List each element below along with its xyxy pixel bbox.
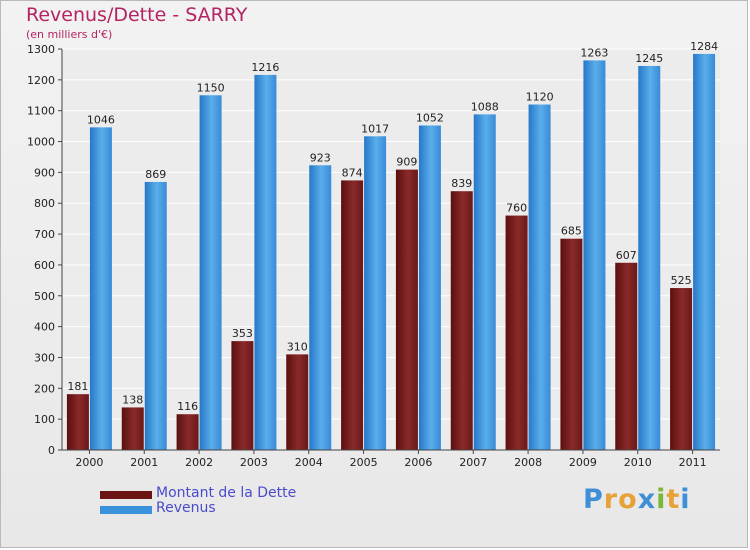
- x-tick-label: 2011: [679, 456, 707, 469]
- y-tick-label: 800: [34, 197, 55, 210]
- data-label-dette: 116: [177, 400, 198, 413]
- legend-swatch-dette: [100, 491, 152, 499]
- x-tick-label: 2002: [185, 456, 213, 469]
- data-label-dette: 138: [122, 393, 143, 406]
- data-label-revenus: 1284: [690, 40, 718, 53]
- logo-letter: P: [583, 484, 604, 515]
- chart-subtitle: (en milliers d'€): [26, 28, 113, 41]
- data-label-revenus: 1120: [526, 91, 554, 104]
- bar-dette: [231, 341, 254, 450]
- bar-revenus: [199, 95, 222, 451]
- y-tick-label: 400: [34, 321, 55, 334]
- bar-revenus: [473, 114, 496, 450]
- bar-revenus: [309, 165, 332, 451]
- legend-label-revenus: Revenus: [156, 500, 216, 516]
- bar-revenus: [693, 53, 716, 450]
- bar-dette: [176, 414, 199, 450]
- plot-area: [62, 49, 720, 450]
- chart-title: Revenus/Dette - SARRY: [26, 4, 248, 26]
- bar-revenus: [583, 60, 606, 450]
- bar-dette: [286, 354, 309, 450]
- y-tick-label: 900: [34, 166, 55, 179]
- x-tick-label: 2008: [514, 456, 542, 469]
- x-tick-label: 2010: [624, 456, 652, 469]
- bar-revenus: [364, 136, 387, 450]
- x-tick-label: 2009: [569, 456, 597, 469]
- x-tick-label: 2003: [240, 456, 268, 469]
- data-label-revenus: 869: [145, 168, 166, 181]
- logo-letter: i: [680, 484, 691, 515]
- data-label-revenus: 1216: [251, 61, 279, 74]
- x-tick-label: 2006: [404, 456, 432, 469]
- y-tick-label: 1100: [27, 105, 55, 118]
- data-label-revenus: 1046: [87, 113, 115, 126]
- x-tick-label: 2004: [295, 456, 323, 469]
- bar-revenus: [638, 65, 661, 450]
- y-tick-label: 200: [34, 382, 55, 395]
- data-label-revenus: 1263: [580, 46, 608, 59]
- x-tick-label: 2000: [75, 456, 103, 469]
- y-tick-label: 600: [34, 259, 55, 272]
- proxiti-logo: Proxiti: [583, 484, 691, 515]
- data-label-dette: 839: [451, 177, 472, 190]
- legend-swatch-revenus: [100, 506, 152, 514]
- data-label-revenus: 1017: [361, 122, 389, 135]
- data-label-dette: 181: [67, 380, 88, 393]
- data-label-dette: 310: [287, 340, 308, 353]
- y-tick-label: 1300: [27, 43, 55, 56]
- y-tick-label: 1200: [27, 74, 55, 87]
- data-label-dette: 607: [616, 249, 637, 262]
- logo-letter: o: [618, 484, 638, 515]
- bar-revenus: [144, 181, 167, 450]
- data-label-revenus: 1052: [416, 111, 444, 124]
- y-tick-label: 700: [34, 228, 55, 241]
- data-label-revenus: 1088: [471, 100, 499, 113]
- legend-label-dette: Montant de la Dette: [156, 485, 297, 501]
- x-tick-label: 2005: [350, 456, 378, 469]
- data-label-revenus: 923: [310, 151, 331, 164]
- logo-letter: r: [603, 484, 619, 515]
- bar-dette: [66, 394, 89, 450]
- y-tick-label: 1000: [27, 136, 55, 149]
- y-tick-label: 300: [34, 351, 55, 364]
- data-label-dette: 909: [396, 156, 417, 169]
- logo-letter: i: [656, 484, 667, 515]
- bar-dette: [121, 407, 144, 450]
- bar-dette: [450, 191, 473, 450]
- y-tick-label: 500: [34, 290, 55, 303]
- y-tick-label: 100: [34, 413, 55, 426]
- data-label-dette: 874: [342, 166, 363, 179]
- bar-revenus: [418, 125, 441, 450]
- y-tick-label: 0: [48, 444, 55, 457]
- bar-revenus: [254, 74, 277, 450]
- x-tick-label: 2007: [459, 456, 487, 469]
- bar-dette: [505, 215, 528, 450]
- bar-revenus: [528, 104, 551, 451]
- bar-dette: [395, 169, 418, 450]
- bar-dette: [560, 238, 583, 450]
- bar-dette: [615, 262, 638, 450]
- bar-dette: [670, 288, 693, 450]
- x-tick-label: 2001: [130, 456, 158, 469]
- data-label-revenus: 1150: [197, 81, 225, 94]
- data-label-revenus: 1245: [635, 52, 663, 65]
- data-label-dette: 685: [561, 225, 582, 238]
- data-label-dette: 525: [671, 274, 692, 287]
- bar-dette: [341, 180, 364, 451]
- data-label-dette: 760: [506, 202, 527, 215]
- bar-revenus: [89, 127, 112, 450]
- data-label-dette: 353: [232, 327, 253, 340]
- logo-letter: x: [637, 484, 657, 515]
- logo-letter: t: [666, 484, 681, 515]
